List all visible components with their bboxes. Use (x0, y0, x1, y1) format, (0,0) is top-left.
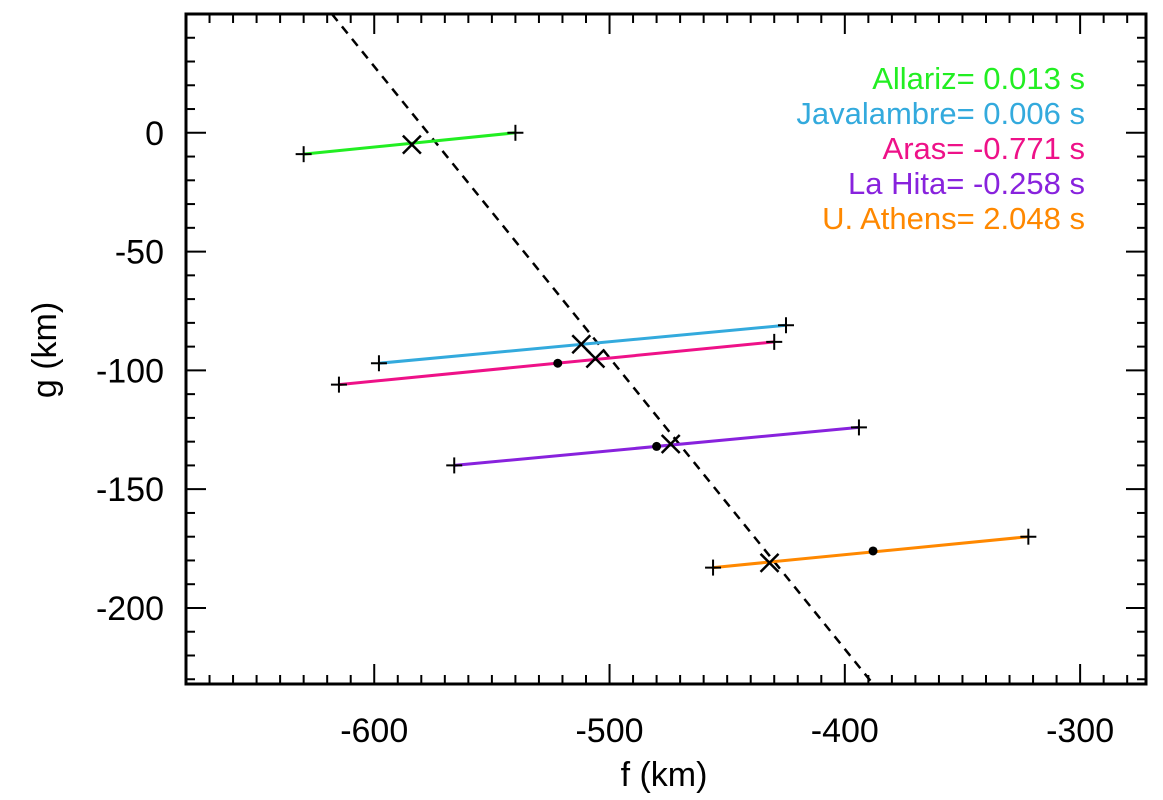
la-hita-cross-b (660, 434, 681, 454)
plot-frame (184, 12, 1148, 686)
x-axis-title: f (km) (621, 756, 708, 794)
tick-labels: -600 -500 -400 -300 0 -50 -100 -150 -200 (96, 115, 1114, 750)
javalambre-cross-b (571, 334, 592, 355)
la-hita-cross-marker (660, 434, 681, 454)
la-hita-center-dot (652, 441, 662, 451)
y-tick-label: -150 (96, 471, 164, 509)
allariz-cross-marker (401, 134, 422, 155)
y-tick-label: -200 (96, 590, 164, 628)
fit-dashed-line (330, 14, 875, 684)
u-athens-cross-marker (759, 552, 780, 573)
legend-entry-allariz: Allariz= 0.013 s (872, 61, 1085, 96)
legend-entry-u-athens: U. Athens= 2.048 s (822, 201, 1085, 236)
la-hita-endpoint-marker (850, 419, 867, 436)
x-tick-label: -400 (811, 712, 879, 750)
x-tick-label: -500 (575, 712, 643, 750)
aras-center-dot (553, 358, 563, 368)
chords-layer (295, 124, 1037, 576)
u-athens-cross-b (759, 552, 780, 573)
legend-entry-aras: Aras= -0.771 s (883, 131, 1085, 166)
fit-line-layer (330, 14, 875, 684)
la-hita-endpoint-marker (446, 457, 463, 474)
allariz-endpoint-marker (507, 124, 524, 141)
aras-endpoint-marker (766, 333, 783, 350)
aras-cross-marker (585, 348, 606, 369)
legend-entry-javalambre: Javalambre= 0.006 s (796, 96, 1085, 131)
x-tick-label: -300 (1046, 712, 1114, 750)
y-axis-title: g (km) (26, 302, 64, 398)
allariz-endpoint-marker (295, 146, 312, 163)
y-tick-label: 0 (145, 115, 164, 153)
y-tick-label: -50 (115, 234, 164, 272)
u-athens-center-dot (868, 546, 878, 556)
u-athens-endpoint-marker (705, 559, 722, 576)
aras-endpoint-marker (330, 376, 347, 393)
legend-entry-la-hita: La Hita= -0.258 s (848, 166, 1085, 201)
javalambre-endpoint-marker (370, 355, 387, 372)
allariz-cross-b (401, 134, 422, 155)
u-athens-endpoint-marker (1020, 528, 1037, 545)
x-tick-label: -600 (340, 712, 408, 750)
javalambre-endpoint-marker (778, 317, 794, 334)
aras-cross-b (585, 348, 606, 369)
y-tick-label: -100 (96, 352, 164, 390)
